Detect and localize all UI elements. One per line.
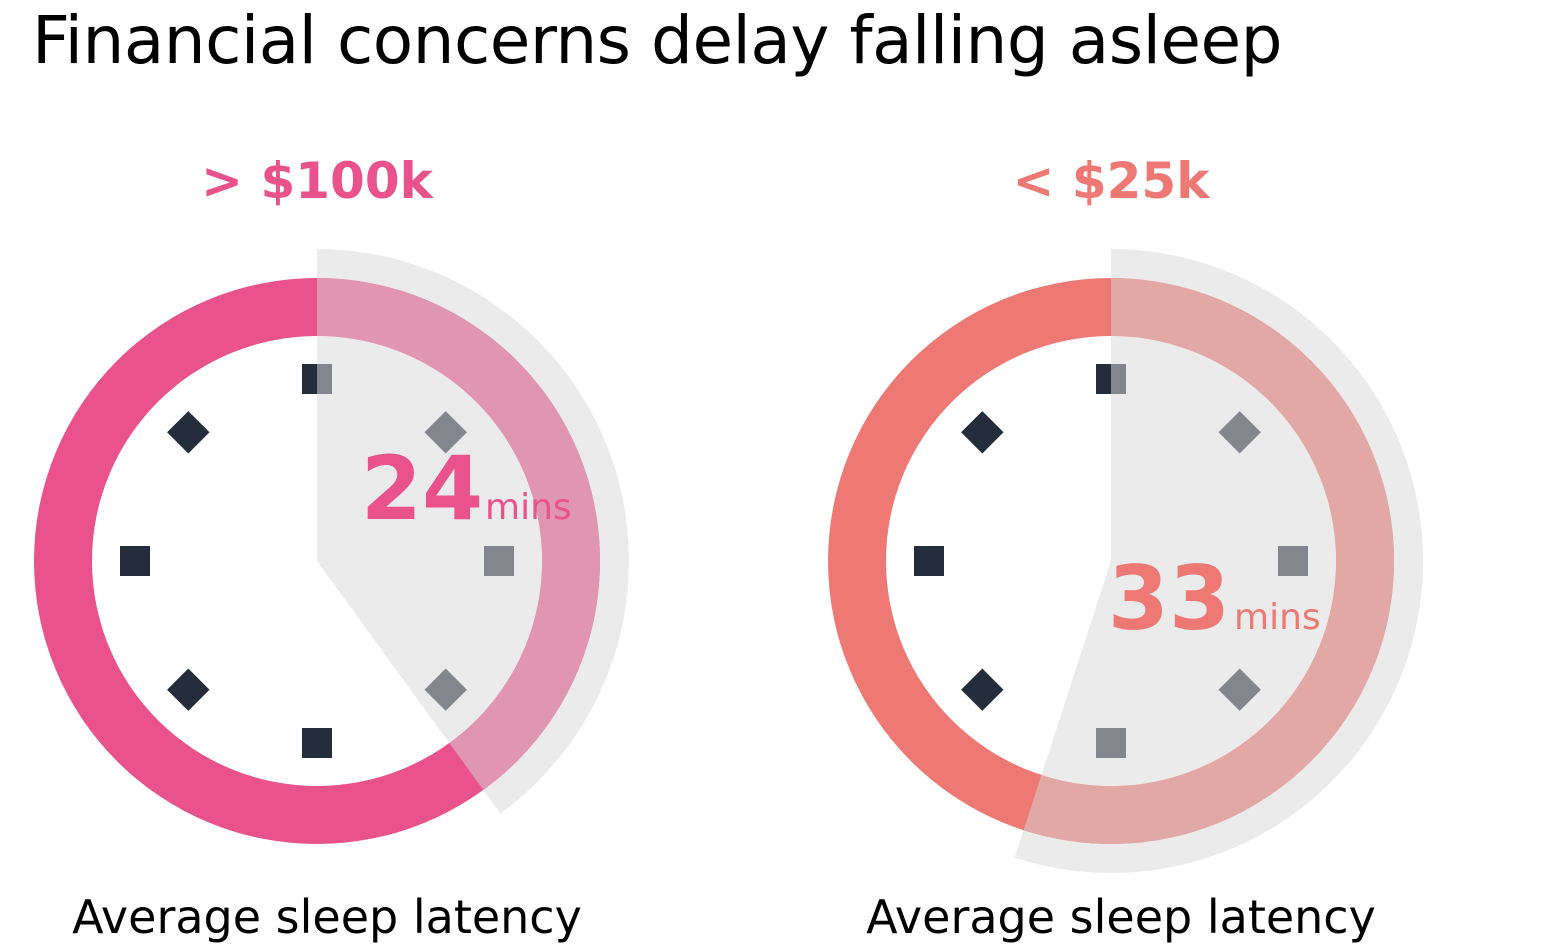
latency-unit: mins: [1234, 597, 1321, 638]
hour-marker: [914, 546, 944, 576]
page-title: Financial concerns delay falling asleep: [32, 2, 1283, 79]
latency-value: 24: [361, 437, 483, 540]
group-label: < $25k: [1013, 152, 1212, 210]
clock-chart-low-income: < $25k 33 mins Average sleep latency: [828, 152, 1424, 944]
caption: Average sleep latency: [72, 890, 582, 944]
hour-marker: [167, 411, 210, 454]
latency-ring-wedge: [1023, 278, 1394, 845]
group-label: > $100k: [201, 152, 434, 210]
hour-marker: [1218, 668, 1261, 711]
hour-marker: [1278, 546, 1308, 576]
hour-marker: [961, 668, 1004, 711]
latency-face-wedge: [1041, 336, 1336, 786]
hour-marker: [120, 546, 150, 576]
latency-ring-wedge: [317, 278, 600, 790]
clock-chart-high-income: > $100k 24 mins Average sleep latency: [34, 152, 629, 944]
hour-marker: [1096, 364, 1111, 394]
hour-marker: [302, 728, 332, 758]
hour-marker: [484, 546, 514, 576]
latency-unit: mins: [485, 487, 572, 528]
latency-face-wedge: [317, 336, 542, 744]
hour-marker: [1096, 728, 1126, 758]
caption: Average sleep latency: [866, 890, 1376, 944]
hour-marker: [424, 411, 467, 454]
hour-marker: [1111, 364, 1126, 394]
hour-marker: [317, 364, 332, 394]
latency-value: 33: [1108, 547, 1230, 650]
hour-marker: [424, 668, 467, 711]
hour-marker: [302, 364, 317, 394]
